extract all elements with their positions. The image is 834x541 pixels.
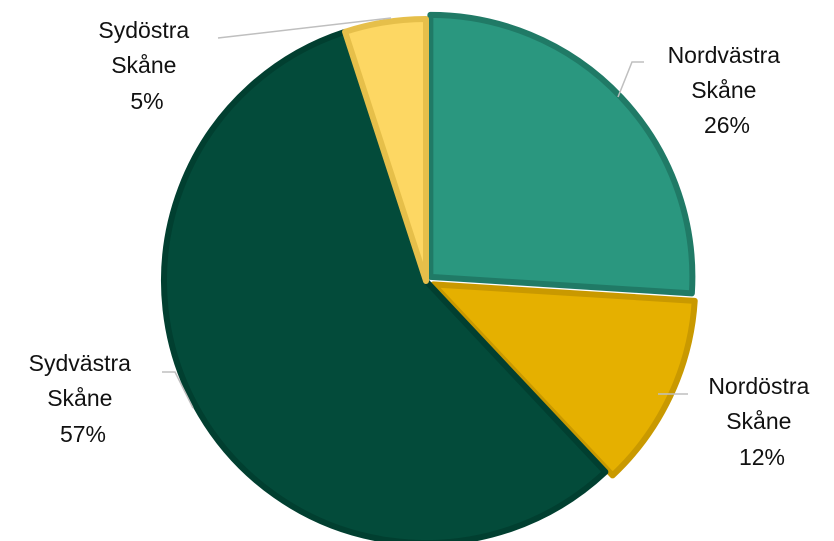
- data-label-sydvastra: Sydvästra Skåne 57%: [29, 350, 138, 447]
- pie-slice-nordvastra: [427, 11, 696, 297]
- pie-slice-sydvastra: [161, 28, 609, 541]
- pie-slice-sydostra: [342, 16, 429, 284]
- leader-line-nordvastra: [617, 61, 644, 98]
- pie-slice-nordostra: [430, 281, 698, 479]
- data-label-nordvastra: Nordvästra Skåne 26%: [668, 42, 787, 138]
- pie-slices: [161, 11, 698, 541]
- leader-line-sydvastra: [162, 371, 194, 409]
- data-label-nordostra: Nordöstra Skåne 12%: [708, 373, 815, 470]
- leader-line-sydostra: [217, 17, 392, 39]
- data-label-sydostra: Sydöstra Skåne 5%: [98, 17, 195, 114]
